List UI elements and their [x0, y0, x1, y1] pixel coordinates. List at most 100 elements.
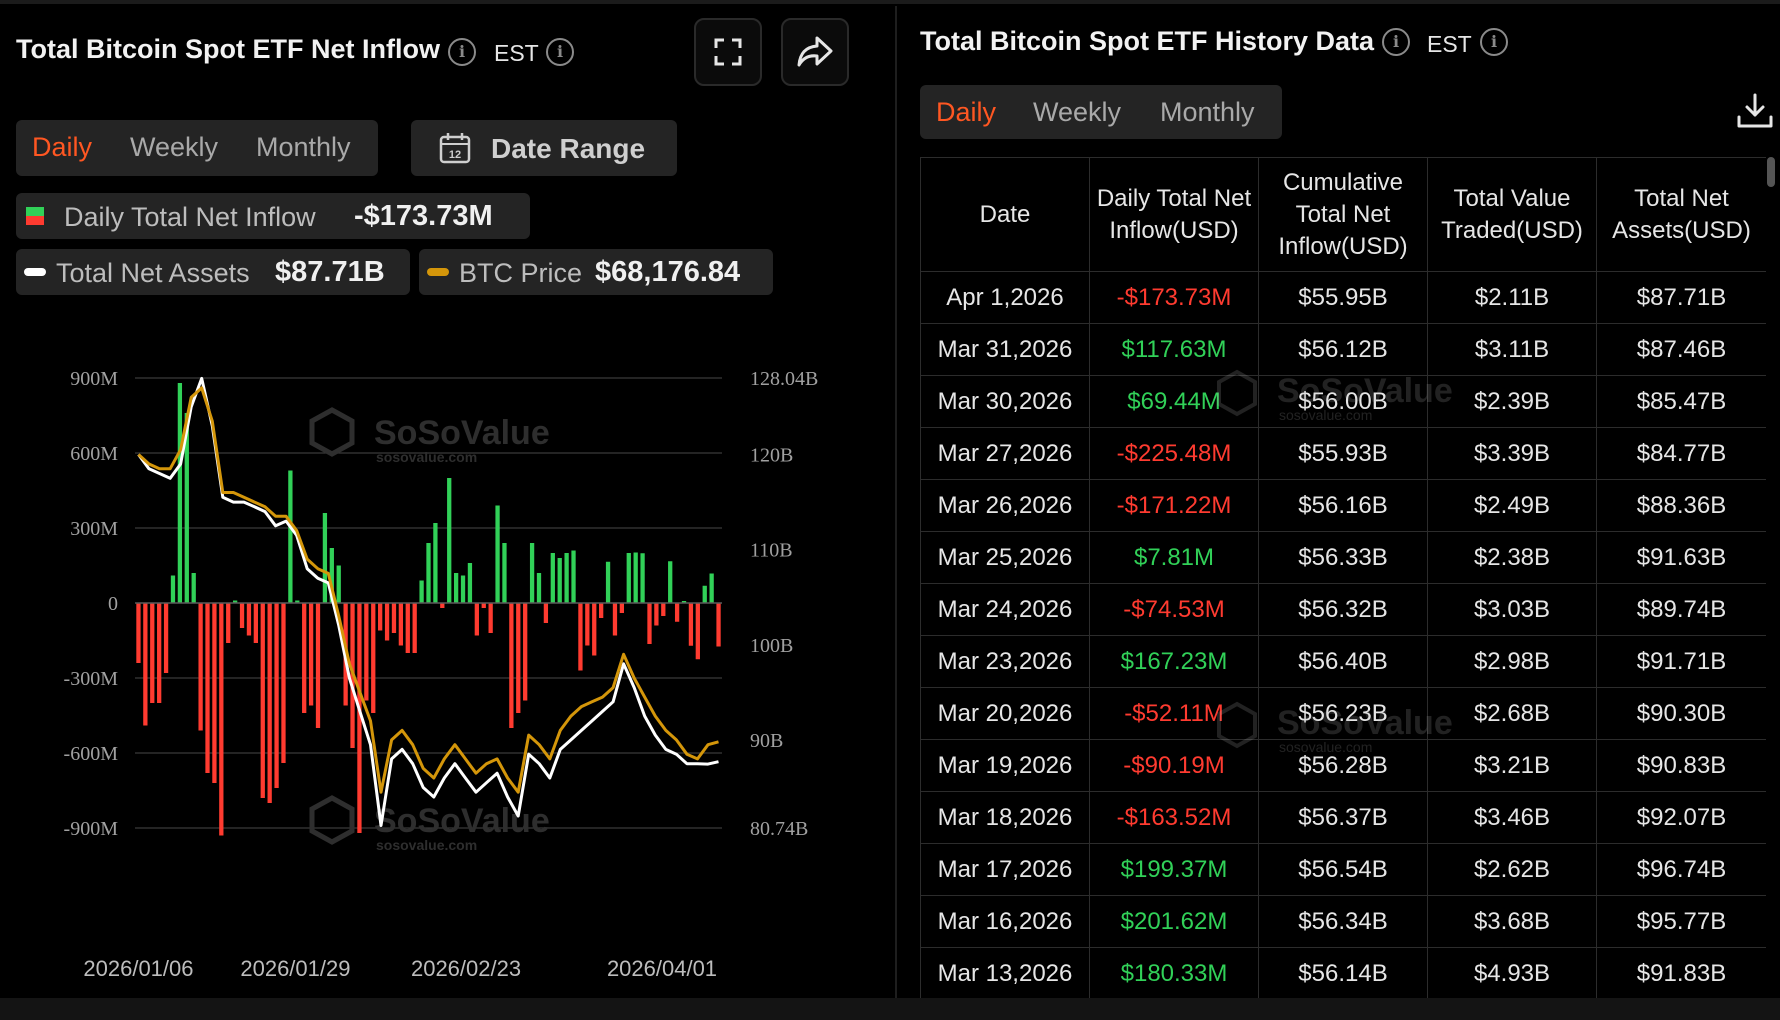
column-header-daily-inflow: Daily Total Net Inflow(USD): [1089, 157, 1259, 272]
chart-watermark: SoSoValuesosovalue.comSoSoValuesosovalue…: [309, 407, 550, 853]
inflow-bar: [281, 603, 286, 763]
inflow-bar: [529, 543, 535, 603]
history-tab-daily[interactable]: Daily: [936, 97, 997, 127]
y-tick-label-left: 0: [108, 593, 118, 615]
inflow-bar: [260, 603, 265, 798]
inflow-bar: [453, 573, 459, 603]
btc-price-legend-label: BTC Price: [459, 258, 583, 288]
history-table-container[interactable]: Date Daily Total Net Inflow(USD) Cumulat…: [920, 157, 1766, 998]
value-traded-cell: $3.21B: [1427, 739, 1597, 792]
timezone-label: EST: [494, 40, 539, 66]
download-icon[interactable]: [1735, 91, 1775, 131]
date-cell: Mar 13,2026: [920, 947, 1090, 998]
inflow-bar: [170, 575, 176, 603]
net-assets-cell: $89.74B: [1596, 583, 1766, 636]
watermark-text: SoSoValue: [374, 414, 550, 452]
table-row: Mar 20,2026 -$52.11M $56.23B $2.68B $90.30B: [920, 687, 1766, 740]
inflow-bar: [426, 543, 431, 603]
inflow-bar: [467, 563, 473, 603]
table-row: Mar 17,2026 $199.37M $56.54B $2.62B $96.74B: [920, 843, 1766, 896]
legend-net-assets[interactable]: Total Net Assets $87.71B: [16, 249, 410, 295]
net-assets-cell: $84.77B: [1596, 427, 1766, 480]
table-row: Mar 23,2026 $167.23M $56.40B $2.98B $91.71B: [920, 635, 1766, 688]
inflow-bar: [550, 553, 555, 603]
inflow-bars: [136, 383, 721, 836]
inflow-bar: [157, 603, 162, 703]
tab-daily[interactable]: Daily: [32, 132, 93, 162]
date-range-button[interactable]: 12 Date Range: [411, 120, 677, 176]
share-button[interactable]: [781, 18, 849, 86]
timezone-info-icon[interactable]: i: [546, 38, 574, 66]
inflow-bar: [212, 603, 217, 783]
inflow-bar: [308, 603, 314, 706]
inflow-bar: [626, 553, 631, 603]
history-info-icon[interactable]: i: [1382, 28, 1410, 56]
inflow-bar: [163, 603, 169, 673]
inflow-bar: [668, 561, 673, 603]
inflow-bar: [543, 603, 549, 623]
inflow-bar: [523, 603, 528, 701]
cumulative-inflow-cell: $56.28B: [1258, 739, 1428, 792]
legend-btc-price[interactable]: BTC Price $68,176.84: [419, 249, 773, 295]
inflow-bar: [364, 603, 369, 701]
column-header-date: Date: [920, 157, 1090, 272]
history-tab-monthly[interactable]: Monthly: [1160, 97, 1255, 127]
table-scrollbar[interactable]: [1767, 157, 1775, 187]
value-traded-cell: $2.38B: [1427, 531, 1597, 584]
date-cell: Mar 26,2026: [920, 479, 1090, 532]
inflow-bar: [599, 603, 604, 618]
bottom-bar: [0, 998, 1780, 1020]
cumulative-inflow-cell: $56.40B: [1258, 635, 1428, 688]
btc-price-legend-icon: [427, 268, 449, 276]
legend-inflow[interactable]: Daily Total Net Inflow -$173.73M: [16, 193, 530, 239]
daily-inflow-cell: $199.37M: [1089, 843, 1259, 896]
cumulative-inflow-cell: $55.93B: [1258, 427, 1428, 480]
column-header-net-assets: Total Net Assets(USD): [1596, 157, 1766, 272]
net-assets-legend-label: Total Net Assets: [56, 258, 250, 288]
net-assets-cell: $91.71B: [1596, 635, 1766, 688]
inflow-bar: [150, 603, 155, 703]
history-tab-weekly[interactable]: Weekly: [1033, 97, 1122, 127]
y-tick-label-right: 90B: [750, 730, 783, 752]
inflow-bar: [661, 603, 666, 616]
top-border: [0, 0, 1780, 4]
info-icon[interactable]: i: [448, 38, 476, 66]
table-row: Mar 18,2026 -$163.52M $56.37B $3.46B $92.07B: [920, 791, 1766, 844]
inflow-bar: [274, 603, 279, 788]
daily-inflow-cell: -$225.48M: [1089, 427, 1259, 480]
table-row: Mar 19,2026 -$90.19M $56.28B $3.21B $90.83B: [920, 739, 1766, 792]
inflow-bar: [612, 603, 618, 636]
inflow-chart[interactable]: SoSoValuesosovalue.comSoSoValuesosovalue…: [0, 340, 880, 990]
tab-monthly[interactable]: Monthly: [256, 132, 351, 162]
date-cell: Mar 24,2026: [920, 583, 1090, 636]
inflow-bar: [184, 413, 189, 603]
inflow-bar: [536, 573, 542, 603]
cumulative-inflow-cell: $56.32B: [1258, 583, 1428, 636]
y-tick-label-left: -900M: [64, 818, 119, 840]
inflow-bar: [474, 603, 479, 636]
tab-weekly[interactable]: Weekly: [130, 132, 219, 162]
inflow-bar: [336, 565, 341, 603]
inflow-bar: [695, 603, 700, 660]
y-tick-label-right: 110B: [750, 540, 793, 562]
cumulative-inflow-cell: $56.14B: [1258, 947, 1428, 998]
cumulative-inflow-cell: $56.54B: [1258, 843, 1428, 896]
history-timezone-info-icon[interactable]: i: [1480, 28, 1508, 56]
cumulative-inflow-cell: $56.12B: [1258, 323, 1428, 376]
value-traded-cell: $3.68B: [1427, 895, 1597, 948]
inflow-bar: [246, 603, 252, 636]
inflow-bar: [191, 573, 196, 603]
x-tick-label: 2026/02/23: [411, 956, 521, 981]
daily-inflow-cell: -$173.73M: [1089, 271, 1259, 324]
inflow-bar: [481, 603, 486, 608]
inflow-bar: [226, 603, 231, 643]
inflow-bar: [419, 580, 424, 603]
y-tick-label-right: 120B: [750, 444, 793, 466]
cumulative-inflow-cell: $56.33B: [1258, 531, 1428, 584]
calendar-icon: 12: [439, 133, 471, 164]
inflow-bar: [447, 478, 452, 603]
inflow-bar: [198, 603, 203, 731]
table-row: Mar 25,2026 $7.81M $56.33B $2.38B $91.63B: [920, 531, 1766, 584]
date-cell: Mar 23,2026: [920, 635, 1090, 688]
fullscreen-button[interactable]: [694, 18, 762, 86]
